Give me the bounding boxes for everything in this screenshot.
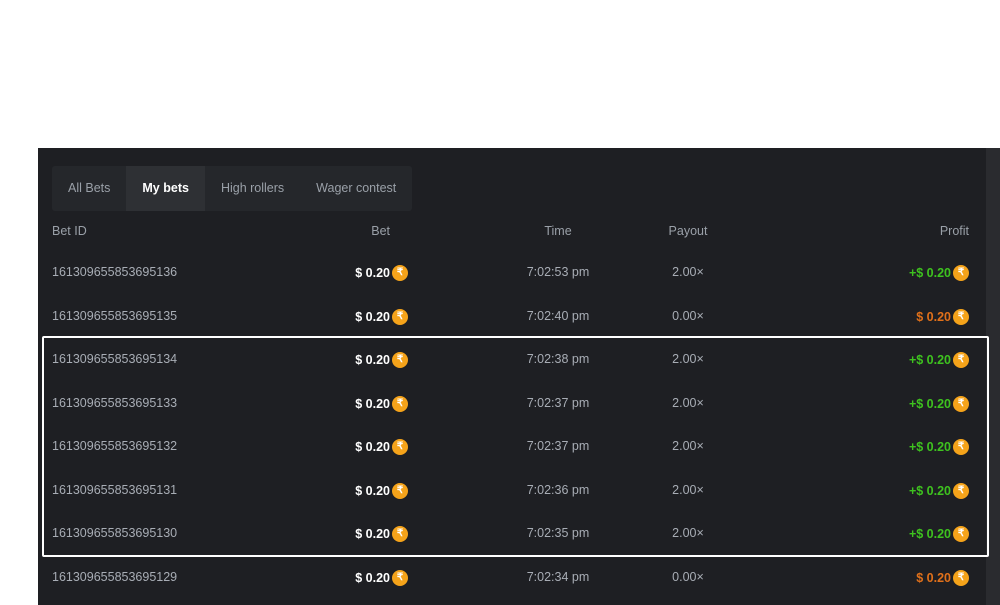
profit-value: +$ 0.20: [908, 396, 951, 411]
bet-id: 161309655853695134: [52, 352, 178, 366]
bet-payout: 0.00×: [672, 308, 704, 323]
bet-value: $ 0.20: [355, 570, 390, 585]
bet-amount: $ 0.20 ₹: [355, 308, 408, 325]
bet-amount: $ 0.20 ₹: [355, 265, 408, 281]
rupee-coin-icon: ₹: [953, 482, 969, 499]
bet-value: $ 0.20: [355, 483, 390, 498]
rupee-coin-icon: ₹: [392, 265, 408, 281]
header-time: Time: [544, 224, 572, 238]
table-header: Bet ID Bet Time Payout Profit: [38, 224, 986, 242]
profit-value: +$ 0.20: [908, 527, 951, 541]
profit-value: +$ 0.20: [908, 440, 951, 454]
table-row[interactable]: 161309655853695135 $ 0.20 ₹ 7:02:40 pm 0.…: [38, 308, 986, 329]
table-row[interactable]: 161309655853695131 $ 0.20 ₹ 7:02:36 pm 2.…: [38, 482, 986, 503]
bet-profit: +$ 0.20 ₹: [909, 352, 969, 368]
profit-value: $ 0.20: [916, 309, 951, 324]
bet-payout: 2.00×: [672, 526, 704, 540]
rupee-coin-icon: ₹: [392, 569, 408, 586]
bet-amount: $ 0.20 ₹: [355, 439, 408, 455]
table-row[interactable]: 161309655853695130 $ 0.20 ₹ 7:02:35 pm 2.…: [38, 526, 986, 546]
rupee-coin-icon: ₹: [953, 352, 969, 368]
bet-value: $ 0.20: [355, 527, 390, 541]
bet-payout: 2.00×: [672, 395, 704, 410]
bet-time: 7:02:36 pm: [526, 482, 590, 497]
bet-id: 161309655853695129: [52, 569, 178, 584]
tab-wager-contest[interactable]: Wager contest: [316, 181, 397, 195]
bet-value: $ 0.20: [355, 309, 390, 324]
bet-profit: $ 0.20 ₹: [916, 308, 969, 325]
bet-amount: $ 0.20 ₹: [355, 526, 408, 542]
rupee-coin-icon: ₹: [953, 308, 969, 325]
bets-panel: All Bets My bets High rollers Wager cont…: [38, 148, 986, 605]
bet-profit: +$ 0.20 ₹: [909, 265, 969, 281]
tab-my-bets[interactable]: My bets: [126, 166, 205, 211]
bet-payout: 2.00×: [672, 352, 704, 366]
bet-id: 161309655853695133: [52, 395, 178, 410]
bet-payout: 2.00×: [672, 482, 704, 497]
rupee-coin-icon: ₹: [392, 308, 408, 325]
profit-value: +$ 0.20: [908, 353, 951, 367]
bet-time: 7:02:35 pm: [526, 526, 590, 540]
header-profit: Profit: [939, 224, 969, 238]
rupee-coin-icon: ₹: [953, 439, 969, 455]
bet-profit: +$ 0.20 ₹: [908, 482, 969, 499]
bet-time: 7:02:37 pm: [526, 395, 590, 410]
bet-id: 161309655853695135: [52, 308, 178, 323]
bet-payout: 2.00×: [672, 439, 704, 453]
rupee-coin-icon: ₹: [953, 569, 969, 586]
bet-value: $ 0.20: [355, 440, 390, 454]
bet-value: $ 0.20: [355, 396, 390, 411]
tab-all-bets[interactable]: All Bets: [68, 181, 111, 195]
rupee-coin-icon: ₹: [392, 395, 408, 412]
bet-time: 7:02:40 pm: [526, 308, 590, 323]
profit-value: +$ 0.20: [908, 266, 951, 280]
bet-amount: $ 0.20 ₹: [355, 395, 408, 412]
bet-amount: $ 0.20 ₹: [355, 352, 408, 368]
rupee-coin-icon: ₹: [953, 526, 969, 542]
rupee-coin-icon: ₹: [392, 439, 408, 455]
bet-id: 161309655853695131: [52, 482, 178, 497]
header-payout: Payout: [668, 224, 708, 238]
bet-value: $ 0.20: [355, 353, 390, 367]
bet-time: 7:02:34 pm: [526, 569, 590, 584]
bet-time: 7:02:38 pm: [526, 352, 590, 366]
rupee-coin-icon: ₹: [953, 395, 969, 412]
profit-value: +$ 0.20: [908, 483, 951, 498]
bet-time: 7:02:37 pm: [526, 439, 590, 453]
bet-id: 161309655853695130: [52, 526, 178, 540]
rupee-coin-icon: ₹: [392, 526, 408, 542]
rupee-coin-icon: ₹: [953, 265, 969, 281]
header-bet: Bet: [371, 224, 390, 238]
table-row[interactable]: 161309655853695133 $ 0.20 ₹ 7:02:37 pm 2.…: [38, 395, 986, 416]
bet-profit: +$ 0.20 ₹: [909, 526, 969, 542]
bet-amount: $ 0.20 ₹: [355, 569, 408, 586]
bet-value: $ 0.20: [355, 266, 390, 280]
header-bet-id: Bet ID: [52, 224, 87, 238]
bet-id: 161309655853695136: [52, 265, 178, 279]
bets-tabs: All Bets My bets High rollers Wager cont…: [52, 166, 413, 211]
table-row[interactable]: 161309655853695129 $ 0.20 ₹ 7:02:34 pm 0.…: [38, 569, 986, 590]
bet-payout: 2.00×: [672, 265, 704, 279]
rupee-coin-icon: ₹: [392, 482, 408, 499]
bet-amount: $ 0.20 ₹: [355, 482, 408, 499]
bet-payout: 0.00×: [672, 569, 704, 584]
table-row[interactable]: 161309655853695134 $ 0.20 ₹ 7:02:38 pm 2.…: [38, 352, 986, 372]
tab-high-rollers[interactable]: High rollers: [220, 181, 285, 195]
table-row[interactable]: 161309655853695136 $ 0.20 ₹ 7:02:53 pm 2.…: [38, 265, 986, 285]
bet-time: 7:02:53 pm: [526, 265, 590, 279]
scrollbar[interactable]: [986, 148, 1000, 605]
bet-id: 161309655853695132: [52, 439, 178, 453]
rupee-coin-icon: ₹: [392, 352, 408, 368]
bet-profit: +$ 0.20 ₹: [908, 395, 969, 412]
bet-profit: $ 0.20 ₹: [916, 569, 969, 586]
profit-value: $ 0.20: [916, 570, 951, 585]
bet-profit: +$ 0.20 ₹: [909, 439, 969, 455]
table-row[interactable]: 161309655853695132 $ 0.20 ₹ 7:02:37 pm 2.…: [38, 439, 986, 459]
